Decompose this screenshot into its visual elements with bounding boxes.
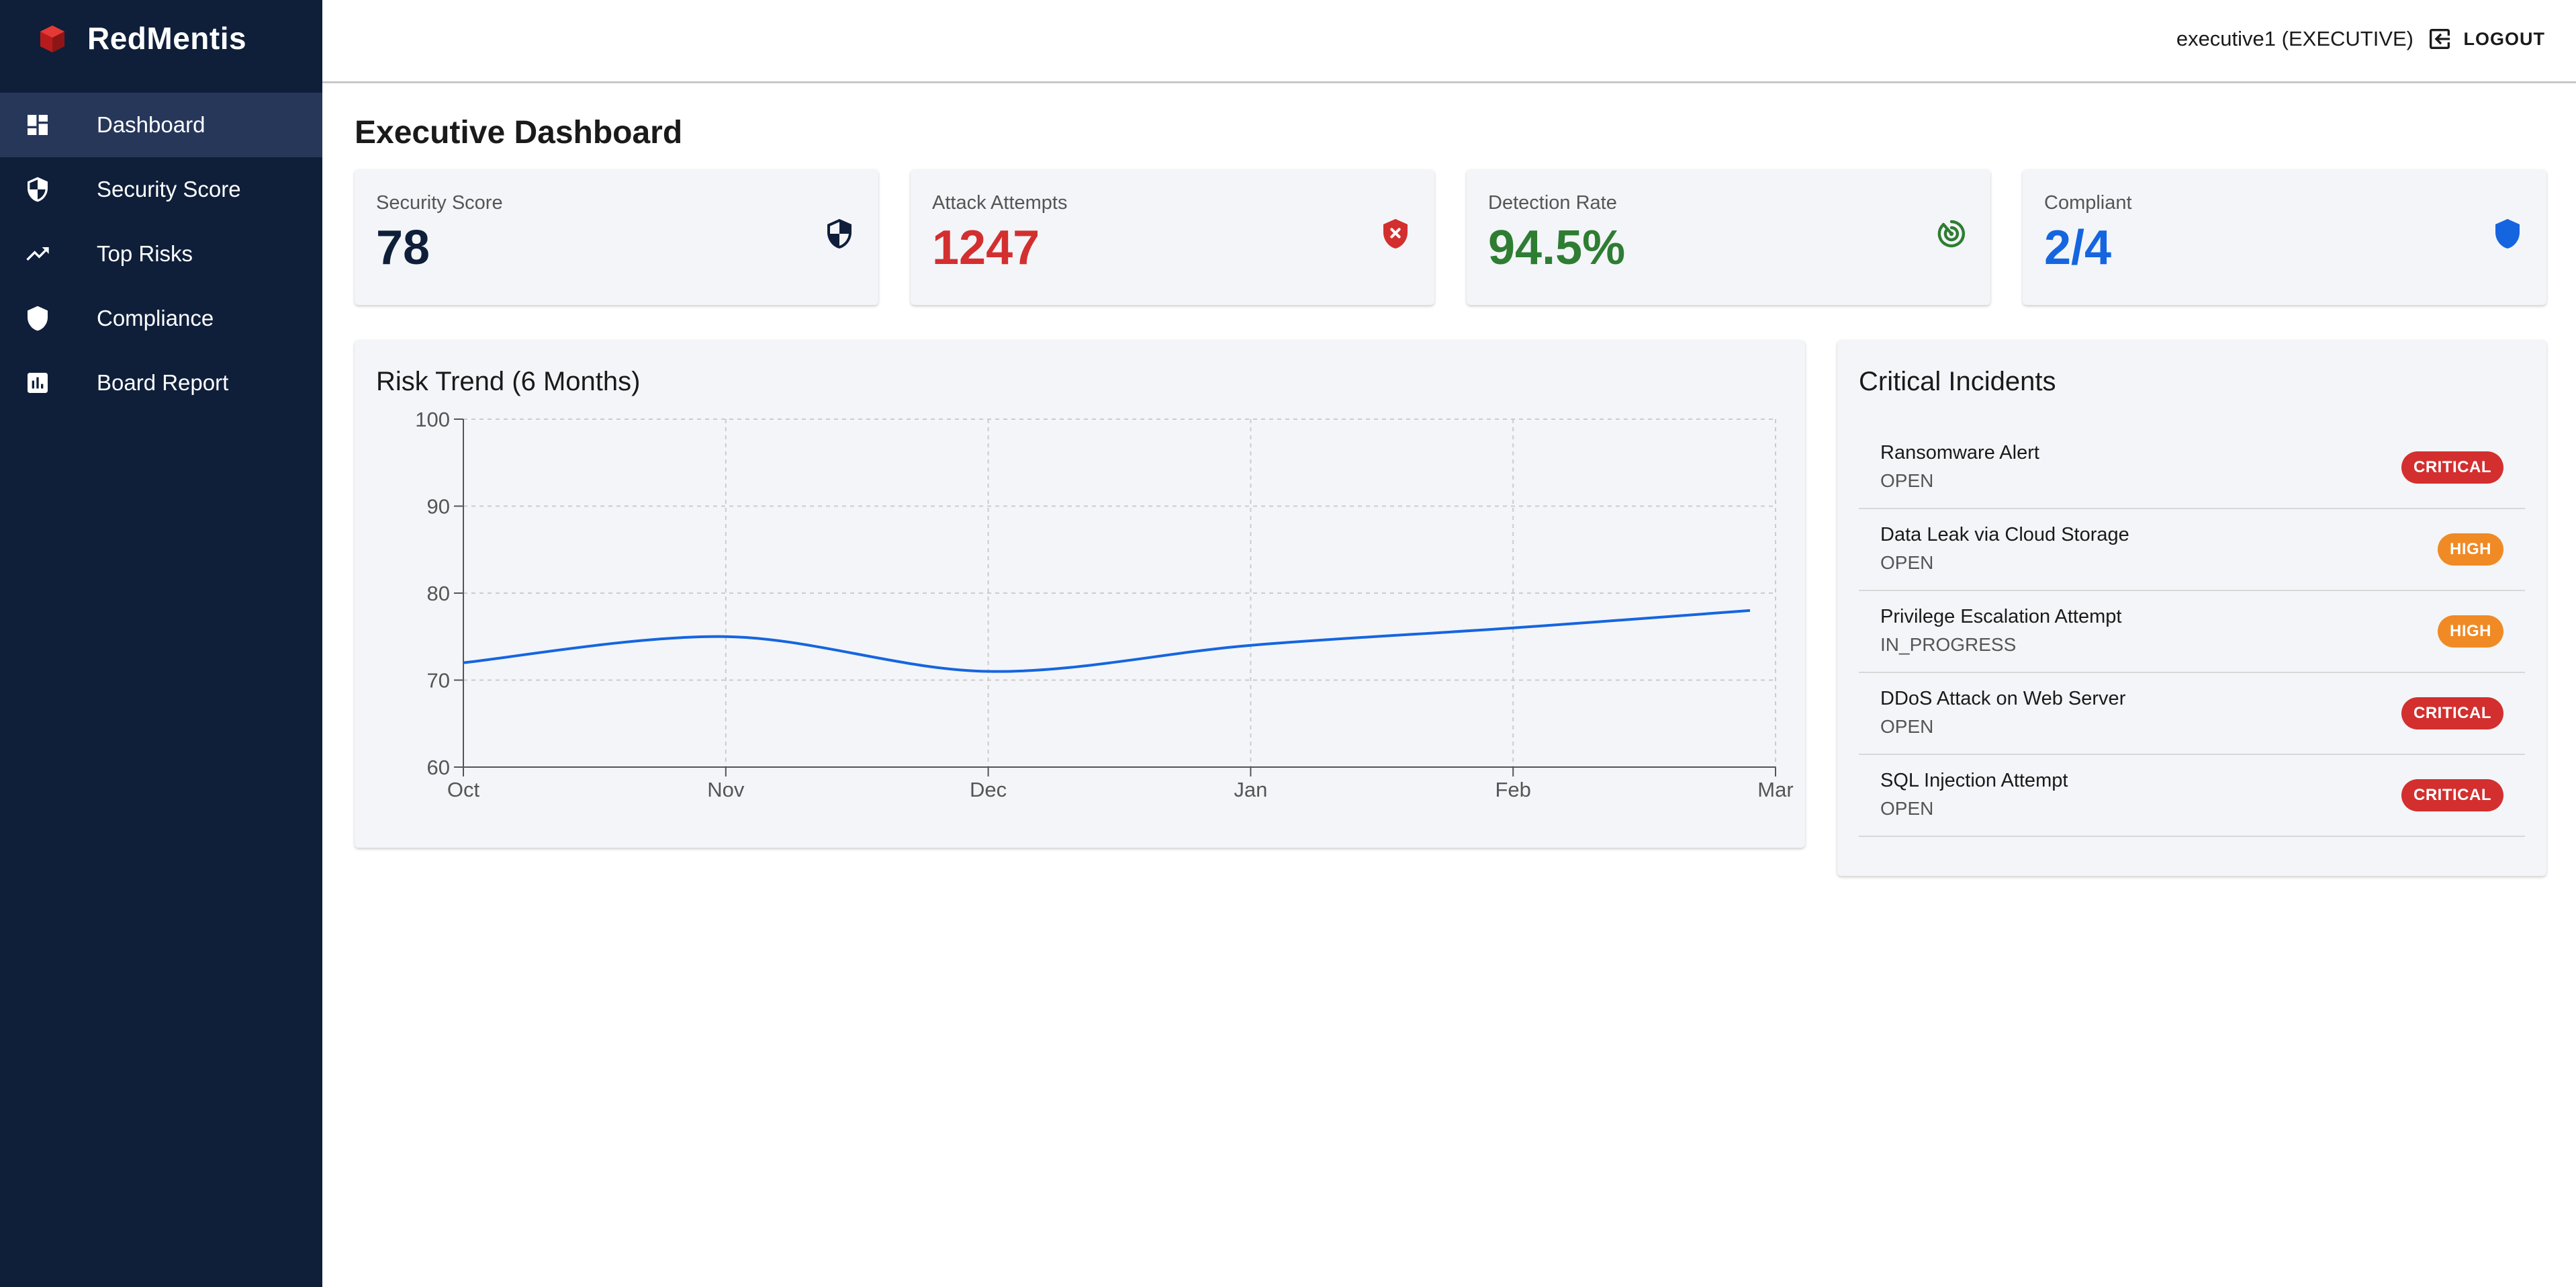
sidebar-item-top-risks[interactable]: Top Risks	[0, 222, 322, 286]
sidebar-nav: Dashboard Security Score Top Risks Compl…	[0, 93, 322, 415]
incidents-title: Critical Incidents	[1859, 367, 2056, 396]
incident-status: OPEN	[1880, 716, 1934, 737]
sidebar-item-label: Top Risks	[97, 241, 193, 266]
logout-button[interactable]: LOGOUT	[2426, 24, 2546, 54]
sidebar-item-label: Board Report	[97, 370, 229, 395]
x-tick-label: Jan	[1234, 778, 1267, 801]
incident-title: Data Leak via Cloud Storage	[1880, 524, 2129, 545]
shield-half-icon	[24, 176, 51, 203]
incident-status: OPEN	[1880, 470, 1934, 491]
x-tick-label: Dec	[970, 778, 1007, 801]
severity-badge[interactable]: CRITICAL	[2401, 779, 2503, 811]
cube-icon	[39, 24, 66, 54]
x-tick-label: Mar	[1757, 778, 1793, 801]
sidebar-item-security-score[interactable]: Security Score	[0, 157, 322, 222]
incident-title: DDoS Attack on Web Server	[1880, 688, 2126, 709]
severity-badge[interactable]: HIGH	[2438, 533, 2503, 566]
incident-list: Ransomware Alert OPEN CRITICAL Data Leak…	[1859, 427, 2525, 837]
y-tick-label: 90	[427, 495, 450, 519]
shield-half-icon	[823, 218, 856, 250]
severity-badge[interactable]: HIGH	[2438, 615, 2503, 648]
stat-value: 2/4	[2044, 221, 2112, 275]
stat-label: Attack Attempts	[932, 192, 1068, 214]
severity-badge[interactable]: CRITICAL	[2401, 451, 2503, 484]
page-title: Executive Dashboard	[355, 115, 683, 150]
y-tick-label: 80	[427, 582, 450, 605]
chart-title: Risk Trend (6 Months)	[376, 367, 641, 396]
shield-icon	[2491, 218, 2524, 250]
shield-error-icon	[1379, 218, 1412, 250]
risk-trend-panel: Risk Trend (6 Months) 60 70 80 90 100 Oct Nov D…	[355, 340, 1805, 848]
severity-badge[interactable]: CRITICAL	[2401, 697, 2503, 729]
risk-trend-chart: 60 70 80 90 100 Oct Nov Dec Jan Feb Mar	[415, 408, 1793, 801]
x-tick-label: Feb	[1495, 778, 1530, 801]
critical-incidents-panel: Critical Incidents Ransomware Alert OPEN…	[1837, 340, 2546, 876]
incident-title: Privilege Escalation Attempt	[1880, 606, 2122, 627]
stat-label: Detection Rate	[1488, 192, 1617, 214]
stat-label: Security Score	[376, 192, 503, 214]
stat-value: 78	[376, 221, 430, 275]
stat-value: 1247	[932, 221, 1040, 275]
trending-up-icon	[24, 240, 51, 267]
stat-card-compliant: Compliant 2/4	[2023, 169, 2546, 305]
x-tick-label: Nov	[707, 778, 745, 801]
stat-card-security-score: Security Score 78	[355, 169, 878, 305]
list-item[interactable]: DDoS Attack on Web Server OPEN CRITICAL	[1859, 673, 2525, 755]
bar-chart-icon	[24, 369, 51, 396]
top-bar: executive1 (EXECUTIVE) LOGOUT	[322, 0, 2576, 83]
y-tick-label: 60	[427, 756, 450, 779]
incident-title: Ransomware Alert	[1880, 442, 2039, 463]
list-item[interactable]: Privilege Escalation Attempt IN_PROGRESS…	[1859, 591, 2525, 673]
x-tick-label: Oct	[447, 778, 480, 801]
y-tick-label: 70	[427, 669, 450, 693]
sidebar-item-board-report[interactable]: Board Report	[0, 351, 322, 415]
shield-icon	[24, 305, 51, 332]
logout-label: LOGOUT	[2463, 28, 2545, 49]
brand[interactable]: RedMentis	[0, 0, 322, 81]
sidebar: RedMentis Dashboard Security Score Top R…	[0, 0, 322, 1287]
list-item[interactable]: Data Leak via Cloud Storage OPEN HIGH	[1859, 509, 2525, 591]
sidebar-item-compliance[interactable]: Compliance	[0, 286, 322, 351]
stat-card-detection-rate: Detection Rate 94.5%	[1467, 169, 1990, 305]
incident-title: SQL Injection Attempt	[1880, 770, 2068, 791]
stat-value: 94.5%	[1488, 221, 1626, 275]
stat-label: Compliant	[2044, 192, 2132, 214]
logout-icon	[2426, 26, 2453, 52]
user-label: executive1 (EXECUTIVE)	[2176, 27, 2413, 50]
sidebar-item-label: Security Score	[97, 177, 241, 202]
sidebar-item-dashboard[interactable]: Dashboard	[0, 93, 322, 157]
sidebar-item-label: Dashboard	[97, 112, 205, 137]
stat-card-attack-attempts: Attack Attempts 1247	[911, 169, 1434, 305]
incident-status: IN_PROGRESS	[1880, 634, 2017, 655]
dashboard-icon	[24, 112, 51, 138]
incident-status: OPEN	[1880, 552, 1934, 573]
list-item[interactable]: SQL Injection Attempt OPEN CRITICAL	[1859, 755, 2525, 837]
list-item[interactable]: Ransomware Alert OPEN CRITICAL	[1859, 427, 2525, 509]
brand-name: RedMentis	[87, 21, 247, 56]
radar-icon	[1935, 218, 1968, 250]
sidebar-item-label: Compliance	[97, 306, 214, 330]
incident-status: OPEN	[1880, 798, 1934, 819]
series-line	[463, 609, 1751, 673]
y-tick-label: 100	[415, 408, 450, 431]
